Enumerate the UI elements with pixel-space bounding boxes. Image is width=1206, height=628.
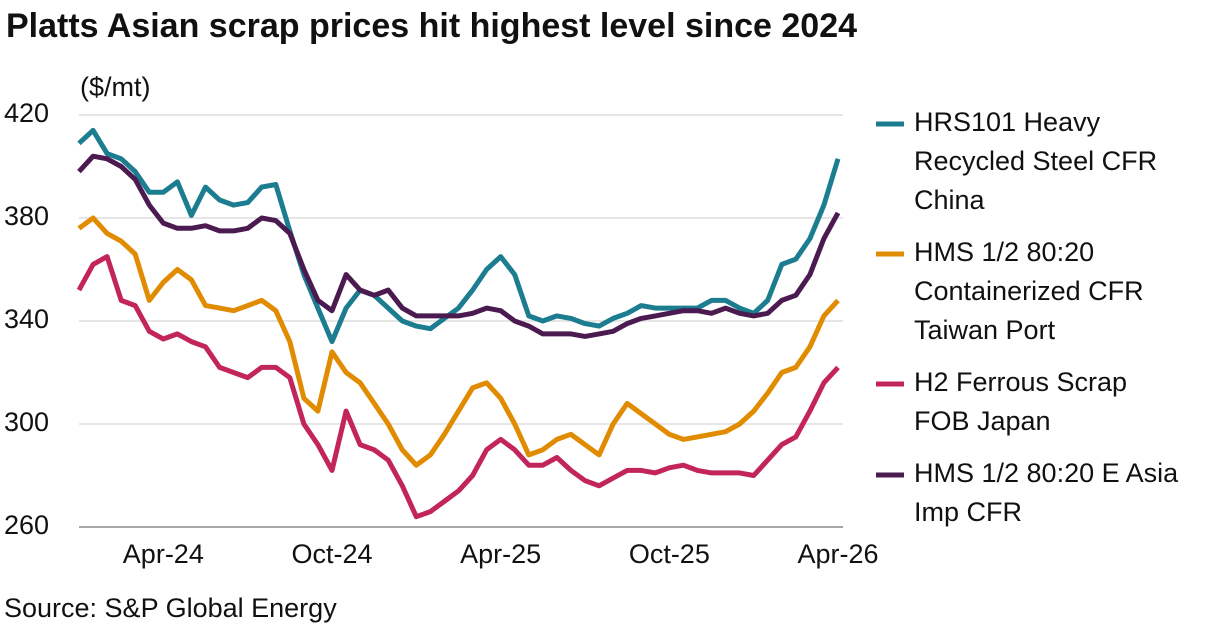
y-tick-label: 380 [4,201,49,231]
legend-label: HMS 1/2 80:20 Containerized CFR Taiwan Por… [914,237,1144,345]
source: Source: S&P Global Energy [4,593,337,623]
line-series [77,127,841,345]
y-tick-label: 260 [4,510,49,540]
y-tick-label: 300 [4,407,49,437]
legend-label: HMS 1/2 80:20 E Asia Imp CFR [914,458,1179,527]
line-series [77,153,841,339]
line-series [77,215,840,468]
y-tick-label: 340 [4,304,49,334]
chart-title: Platts Asian scrap prices hit highest le… [6,7,857,45]
legend-label: H2 Ferrous Scrap FOB Japan [914,367,1127,436]
y-axis-unit: ($/mt) [80,72,151,102]
y-tick-label: 420 [4,98,49,128]
x-tick-label: Apr-25 [460,539,541,569]
x-tick-label: Oct-24 [291,539,372,569]
x-tick-label: Apr-26 [797,539,878,569]
legend-label: HRS101 Heavy Recycled Steel CFR China [914,107,1157,215]
x-tick-label: Oct-25 [629,539,710,569]
x-tick-label: Apr-24 [123,539,204,569]
line-series [76,254,840,520]
